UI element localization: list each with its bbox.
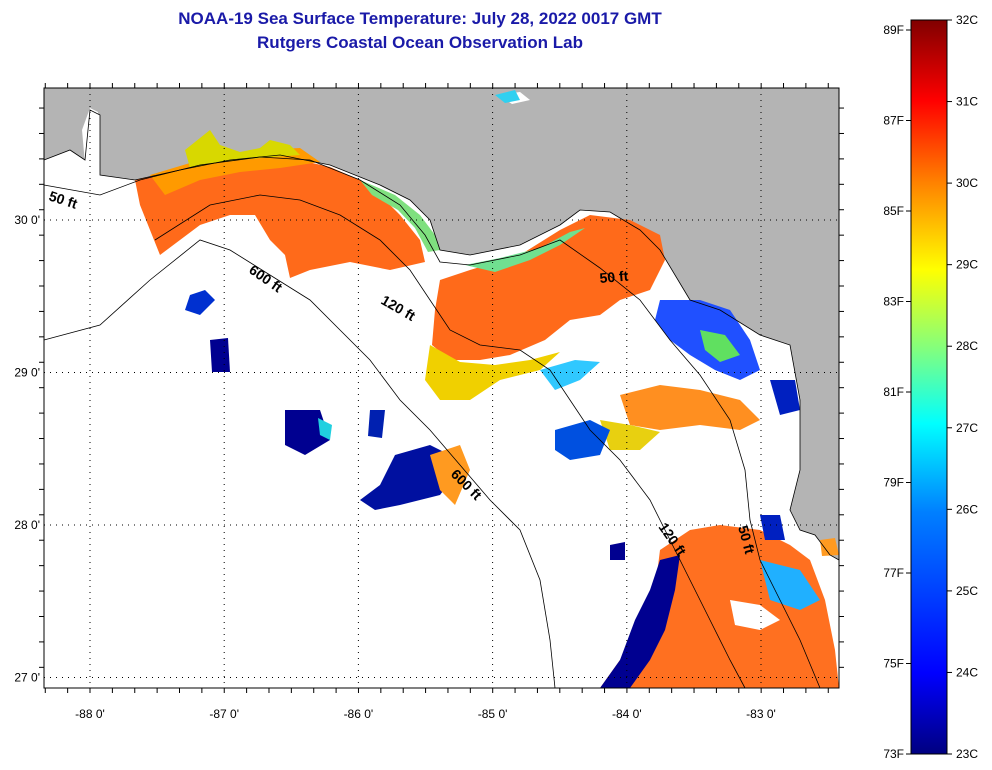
lon-tick-label: -88 0' — [75, 707, 105, 721]
sst-bigbend-green — [465, 228, 585, 272]
mobile-bay — [82, 108, 100, 175]
colorbar-c-label: 25C — [956, 584, 978, 598]
sst-patch-cyan-3 — [318, 418, 332, 440]
lat-tick-label: 27 0' — [14, 671, 40, 685]
colorbar-c-label: 23C — [956, 747, 978, 761]
sst-patch-blue-8 — [760, 515, 785, 540]
colorbar-f-label: 73F — [883, 747, 904, 761]
sst-westfl-yellow — [600, 420, 660, 450]
lat-tick-label: 28 0' — [14, 518, 40, 532]
sst-swath-bigbend — [432, 215, 665, 360]
lat-tick-label: 29 0' — [14, 366, 40, 380]
colorbar-c-label: 24C — [956, 665, 978, 679]
sst-patch-orange-11 — [820, 538, 839, 556]
colorbar-f-label: 79F — [883, 476, 904, 490]
colorbar-c-label: 31C — [956, 95, 978, 109]
sst-swath-panhandle — [135, 158, 425, 278]
colorbar-c-label: 27C — [956, 421, 978, 435]
colorbar-f-label: 77F — [883, 566, 904, 580]
sst-south-white-gap — [730, 600, 780, 630]
sst-patch-blue-1 — [185, 290, 215, 315]
contour-120ft — [154, 194, 746, 689]
sst-bigbend-yellow — [425, 345, 560, 400]
coastline — [43, 109, 840, 561]
lon-tick-label: -86 0' — [344, 707, 374, 721]
sst-westfl-orange — [620, 385, 760, 430]
colorbar-f-label: 75F — [883, 657, 904, 671]
colorbar-c-label: 28C — [956, 339, 978, 353]
colorbar-celsius-labels: 32C 31C 30C 29C 28C 27C 26C 25C 24C 23C — [947, 13, 978, 761]
sst-patch-blue-5 — [360, 445, 455, 510]
colorbar-fahrenheit-labels: 89F 87F 85F 83F 81F 79F 77F 75F 73F — [883, 23, 911, 761]
map-subtitle: Rutgers Coastal Ocean Observation Lab — [257, 33, 583, 52]
graticule — [44, 88, 839, 688]
map-title: NOAA-19 Sea Surface Temperature: July 28… — [178, 9, 662, 28]
sst-patch-blue-9 — [770, 380, 800, 415]
sst-patch-blue-7 — [610, 542, 625, 560]
sst-coastal-green — [360, 180, 440, 252]
lon-tick-label: -84 0' — [612, 707, 642, 721]
sst-patch-cyan-10 — [495, 90, 520, 103]
colorbar-c-label: 29C — [956, 258, 978, 272]
sst-patch-blue-2 — [210, 338, 230, 372]
colorbar-f-label: 83F — [883, 295, 904, 309]
axis-ticks — [39, 83, 844, 693]
colorbar-f-label: 85F — [883, 204, 904, 218]
lon-tick-label: -85 0' — [478, 707, 508, 721]
colorbar-f-label: 81F — [883, 385, 904, 399]
contour-label-50ft-south: 50 ft — [735, 524, 758, 556]
sst-patch-blue-6 — [555, 420, 610, 460]
sst-south-cyan — [760, 560, 820, 610]
colorbar-f-label: 87F — [883, 114, 904, 128]
contour-label-50ft-east: 50 ft — [599, 268, 629, 286]
sst-patch-orange-5 — [430, 445, 470, 505]
lon-tick-label: -87 0' — [209, 707, 239, 721]
sst-south-blue — [600, 555, 680, 688]
sst-coastal-warm — [150, 148, 320, 195]
colorbar-c-label: 30C — [956, 176, 978, 190]
colorbar — [910, 19, 948, 755]
axis-tick-labels: -88 0' -87 0' -86 0' -85 0' -84 0' -83 0' 30 0… — [14, 213, 775, 721]
colorbar-c-label: 26C — [956, 502, 978, 516]
sst-bigbend-cyan — [540, 360, 600, 390]
lat-tick-label: 30 0' — [14, 213, 40, 227]
colorbar-f-label: 89F — [883, 23, 904, 37]
lon-tick-label: -83 0' — [746, 707, 776, 721]
colorbar-c-label: 32C — [956, 13, 978, 27]
contour-600ft — [43, 239, 556, 689]
sst-coast-green — [700, 330, 740, 362]
sst-patch-blue-4 — [368, 410, 385, 438]
contour-50ft — [43, 156, 821, 689]
sst-coastal-yellow — [185, 130, 300, 168]
